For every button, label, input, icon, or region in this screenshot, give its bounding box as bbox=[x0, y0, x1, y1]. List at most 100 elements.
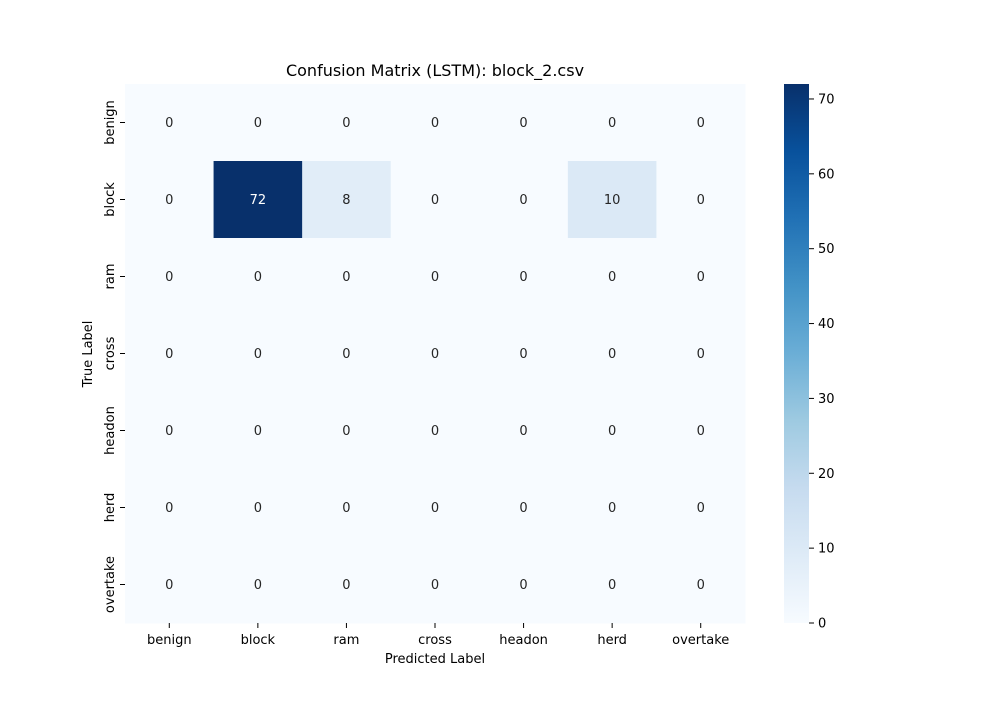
heatmap-cell bbox=[479, 392, 569, 470]
heatmap-cell bbox=[302, 161, 392, 239]
cell-value-label: 0 bbox=[165, 424, 173, 439]
heatmap-cell bbox=[479, 315, 569, 393]
heatmap-cell bbox=[479, 161, 569, 239]
cell-value-label: 0 bbox=[608, 270, 616, 285]
heatmap-cell bbox=[390, 469, 480, 547]
cell-value-label: 8 bbox=[342, 193, 350, 208]
heatmap-cell bbox=[567, 161, 657, 239]
cell-value-label: 0 bbox=[165, 578, 173, 593]
heatmap-cell bbox=[213, 392, 303, 470]
heatmap-cell bbox=[213, 161, 303, 239]
heatmap-cell bbox=[302, 315, 392, 393]
cell-value-label: 0 bbox=[608, 501, 616, 516]
cell-value-label: 10 bbox=[604, 193, 621, 208]
cell-value-label: 0 bbox=[431, 424, 439, 439]
heatmap-cell bbox=[302, 392, 392, 470]
heatmap-cell bbox=[125, 546, 215, 624]
heatmap-cell bbox=[567, 238, 657, 316]
heatmap-cell bbox=[479, 546, 569, 624]
cell-value-label: 0 bbox=[165, 116, 173, 131]
heatmap-cell bbox=[656, 84, 746, 162]
colorbar-tick-label: 60 bbox=[818, 167, 835, 182]
cell-value-label: 0 bbox=[342, 270, 350, 285]
y-tick-label: block bbox=[103, 182, 118, 217]
cell-value-label: 0 bbox=[519, 424, 527, 439]
y-tick-label: headon bbox=[103, 406, 118, 455]
cell-value-label: 0 bbox=[519, 193, 527, 208]
colorbar-tick-label: 40 bbox=[818, 317, 835, 332]
heatmap-cell bbox=[479, 84, 569, 162]
heatmap-cell bbox=[390, 84, 480, 162]
cell-value-label: 0 bbox=[697, 347, 705, 362]
heatmap-cell bbox=[302, 469, 392, 547]
heatmap-cell bbox=[125, 315, 215, 393]
cell-value-label: 0 bbox=[165, 347, 173, 362]
cell-value-label: 0 bbox=[342, 578, 350, 593]
heatmap-cell bbox=[567, 84, 657, 162]
cell-value-label: 0 bbox=[342, 347, 350, 362]
x-axis: benign block ram cross headon herd overtake bbox=[147, 623, 729, 648]
heatmap-cell bbox=[213, 546, 303, 624]
cell-value-label: 0 bbox=[431, 347, 439, 362]
colorbar-ticks: 0 10 20 30 40 50 60 70 bbox=[809, 92, 835, 632]
x-tick-label: cross bbox=[418, 633, 452, 648]
cell-value-label: 0 bbox=[519, 578, 527, 593]
heatmap-cell bbox=[656, 469, 746, 547]
colorbar-tick-label: 50 bbox=[818, 242, 835, 257]
cell-value-label: 0 bbox=[254, 424, 262, 439]
cell-value-label: 0 bbox=[519, 347, 527, 362]
cell-value-label: 0 bbox=[342, 116, 350, 131]
cell-value-label: 0 bbox=[254, 347, 262, 362]
heatmap-cell bbox=[125, 238, 215, 316]
colorbar-tick-label: 20 bbox=[818, 467, 835, 482]
cell-value-label: 0 bbox=[697, 424, 705, 439]
cell-value-label: 0 bbox=[608, 424, 616, 439]
cell-value-label: 0 bbox=[519, 270, 527, 285]
cell-value-label: 0 bbox=[608, 347, 616, 362]
cell-value-label: 0 bbox=[697, 578, 705, 593]
colorbar: 0 10 20 30 40 50 60 70 bbox=[784, 84, 835, 632]
colorbar-tick-label: 70 bbox=[818, 92, 835, 107]
cell-value-label: 0 bbox=[254, 501, 262, 516]
cell-value-label: 0 bbox=[697, 270, 705, 285]
y-axis-label: True Label bbox=[81, 321, 96, 389]
heatmap-cell bbox=[567, 546, 657, 624]
heatmap-cells bbox=[125, 84, 746, 624]
heatmap-cell bbox=[656, 392, 746, 470]
cell-value-label: 0 bbox=[431, 501, 439, 516]
cell-value-label: 0 bbox=[431, 116, 439, 131]
cell-value-label: 0 bbox=[342, 424, 350, 439]
cell-value-label: 0 bbox=[165, 501, 173, 516]
heatmap-cell bbox=[390, 315, 480, 393]
heatmap-cell bbox=[302, 238, 392, 316]
heatmap-cell bbox=[390, 546, 480, 624]
heatmap-cell bbox=[656, 238, 746, 316]
heatmap-cell bbox=[567, 392, 657, 470]
heatmap-cell bbox=[390, 238, 480, 316]
heatmap-cell bbox=[125, 84, 215, 162]
colorbar-gradient bbox=[784, 84, 809, 623]
cell-value-label: 0 bbox=[165, 193, 173, 208]
y-tick-label: benign bbox=[103, 100, 118, 145]
heatmap-cell bbox=[213, 469, 303, 547]
y-tick-label: herd bbox=[103, 493, 118, 523]
cell-value-label: 0 bbox=[519, 116, 527, 131]
cell-value-label: 0 bbox=[431, 578, 439, 593]
x-tick-label: ram bbox=[333, 633, 359, 648]
cell-value-label: 72 bbox=[250, 193, 267, 208]
heatmap-cell bbox=[213, 238, 303, 316]
cell-value-label: 0 bbox=[608, 116, 616, 131]
y-tick-label: cross bbox=[103, 336, 118, 370]
heatmap-cell bbox=[567, 469, 657, 547]
cell-value-label: 0 bbox=[697, 116, 705, 131]
heatmap-cell bbox=[656, 315, 746, 393]
cell-labels: 0 0 0 0 0 0 0 0 72 8 0 0 10 0 0 0 0 0 0 0 0 0 0 0 0 0 0 0 0 0 0 0 0 0 0 0 0 0… bbox=[165, 116, 705, 593]
heatmap-cell bbox=[125, 469, 215, 547]
heatmap-cell bbox=[656, 546, 746, 624]
cell-value-label: 0 bbox=[697, 193, 705, 208]
cell-value-label: 0 bbox=[697, 501, 705, 516]
cell-value-label: 0 bbox=[254, 578, 262, 593]
chart-title: Confusion Matrix (LSTM): block_2.csv bbox=[286, 61, 584, 81]
cell-value-label: 0 bbox=[254, 270, 262, 285]
